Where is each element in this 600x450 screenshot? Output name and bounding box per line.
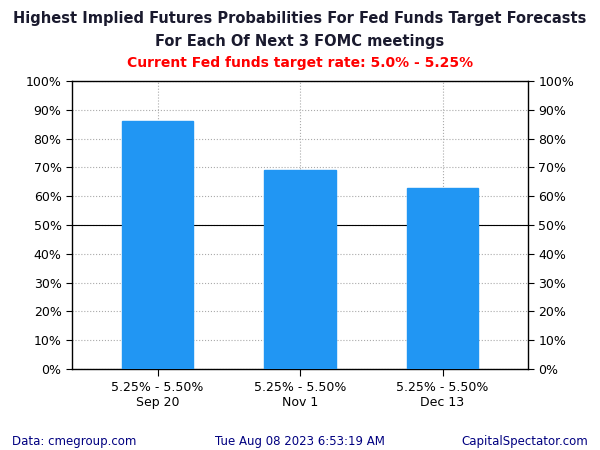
Text: CapitalSpectator.com: CapitalSpectator.com bbox=[461, 435, 588, 448]
Text: Current Fed funds target rate: 5.0% - 5.25%: Current Fed funds target rate: 5.0% - 5.… bbox=[127, 56, 473, 70]
Text: Tue Aug 08 2023 6:53:19 AM: Tue Aug 08 2023 6:53:19 AM bbox=[215, 435, 385, 448]
Text: Data: cmegroup.com: Data: cmegroup.com bbox=[12, 435, 136, 448]
Bar bbox=[122, 122, 193, 369]
Text: For Each Of Next 3 FOMC meetings: For Each Of Next 3 FOMC meetings bbox=[155, 34, 445, 49]
Bar bbox=[265, 170, 335, 369]
Text: Highest Implied Futures Probabilities For Fed Funds Target Forecasts: Highest Implied Futures Probabilities Fo… bbox=[13, 11, 587, 26]
Bar bbox=[407, 188, 478, 369]
